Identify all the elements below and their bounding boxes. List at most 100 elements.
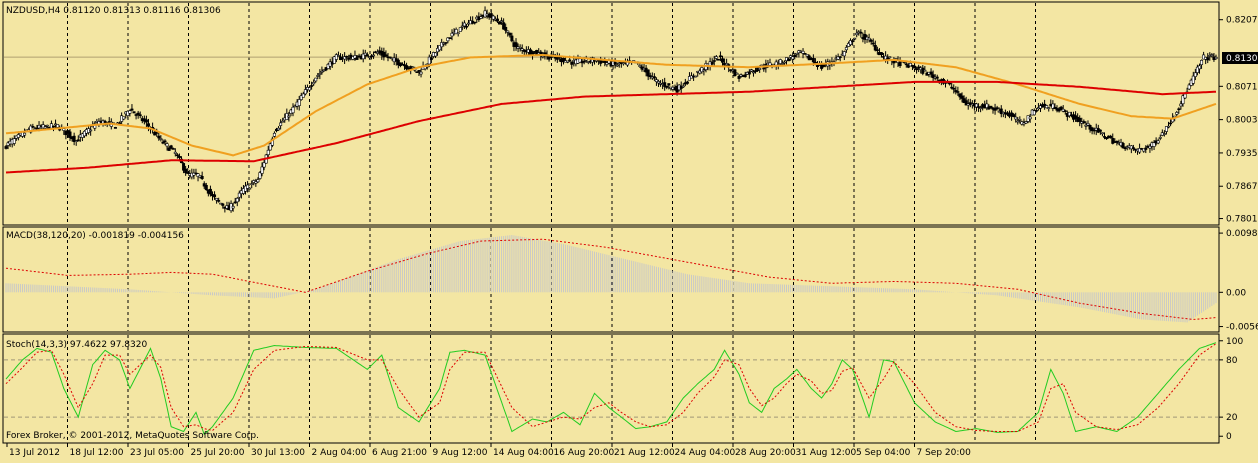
candle-body (605, 62, 609, 65)
candle-body (363, 52, 367, 56)
candle-body (419, 71, 423, 75)
candle-body (1191, 75, 1195, 84)
candle-body (440, 42, 444, 48)
candle-body (495, 18, 499, 22)
candle-body (202, 183, 206, 187)
candle-body (460, 25, 464, 28)
candle-body (417, 70, 421, 72)
candle-body (231, 206, 235, 209)
candle-body (1059, 106, 1063, 111)
candle-body (869, 39, 873, 42)
candle-body (1061, 108, 1065, 112)
candle-body (958, 93, 962, 98)
candle-body (248, 187, 252, 190)
candle-body (134, 114, 138, 116)
candle-body (1045, 105, 1049, 109)
macd-series (5, 235, 1217, 323)
candle-body (884, 55, 888, 60)
y-tick-label: 20 (1226, 413, 1238, 423)
candle-body (1102, 136, 1106, 138)
candle-body (638, 65, 642, 67)
candle-body (733, 69, 737, 77)
candle-body (956, 91, 960, 93)
candle-body (438, 45, 442, 51)
candle-body (1090, 127, 1094, 132)
candle-body (1197, 65, 1201, 70)
candle-body (301, 93, 305, 98)
candle-body (1195, 66, 1199, 73)
candle-body (332, 56, 336, 64)
candle-body (1206, 57, 1210, 61)
candle-body (29, 125, 33, 133)
candle-body (45, 124, 49, 127)
candle-body (12, 138, 16, 144)
candle-body (979, 107, 983, 109)
candle-body (615, 64, 619, 67)
candle-body (714, 56, 718, 59)
x-tick-label: 2 Aug 04:00 (312, 448, 367, 458)
candle-body (1164, 126, 1168, 132)
candle-body (458, 27, 462, 32)
candle-body (405, 65, 409, 70)
x-tick-label: 18 Jul 12:00 (70, 448, 124, 458)
candle-body (262, 162, 266, 168)
candle-body (442, 43, 446, 45)
candle-body (1109, 135, 1113, 138)
candle-body (215, 197, 219, 201)
candle-body (56, 124, 60, 128)
x-tick-label: 5 Sep 04:00 (856, 448, 911, 458)
candle-body (16, 134, 20, 138)
candle-body (879, 52, 883, 56)
x-tick-label: 28 Aug 20:00 (735, 448, 796, 458)
candle-body (23, 132, 27, 136)
y-tick-label: 0.00982 (1226, 229, 1258, 239)
candle-body (520, 48, 524, 51)
candle-body (1162, 133, 1166, 135)
candle-body (473, 21, 477, 24)
candle-body (822, 64, 826, 67)
stochastic-title: Stoch(14,3,3) 97.4622 97.8320 (6, 340, 147, 350)
candle-body (433, 52, 437, 57)
candle-body (838, 56, 842, 58)
candle-body (429, 57, 433, 60)
candle-body (281, 120, 285, 123)
x-tick-label: 13 Jul 2012 (9, 448, 60, 458)
candle-body (566, 60, 570, 63)
current-price-marker (1222, 52, 1258, 64)
copyright-label: Forex Broker, © 2001-2012, MetaQuotes So… (6, 431, 259, 441)
candle-body (444, 42, 448, 44)
candle-body (1175, 112, 1179, 115)
candle-body (803, 53, 807, 55)
candle-body (853, 37, 857, 40)
candle-body (1082, 121, 1086, 124)
candle-body (462, 22, 466, 27)
candle-body (184, 168, 188, 174)
candle-body (964, 100, 968, 106)
candle-body (89, 129, 93, 132)
candle-body (310, 85, 314, 87)
candle-body (679, 86, 683, 89)
candle-body (801, 50, 805, 54)
candle-body (277, 127, 281, 131)
candle-body (43, 126, 47, 129)
candle-body (167, 147, 171, 151)
candle-body (157, 135, 161, 139)
candle-body (913, 65, 917, 69)
candle-body (35, 127, 39, 130)
candle-body (165, 143, 169, 147)
candle-body (68, 131, 72, 138)
candle-body (128, 110, 132, 114)
candle-body (163, 140, 167, 143)
candle-body (1028, 116, 1032, 120)
pane-frame-1 (2, 226, 1220, 333)
candle-body (929, 71, 933, 75)
candle-body (1148, 145, 1152, 149)
candle-body (448, 37, 452, 39)
x-tick-label: 21 Aug 12:00 (614, 448, 675, 458)
candle-body (1200, 60, 1204, 66)
candle-body (213, 194, 217, 198)
candle-body (1210, 54, 1214, 56)
candle-body (233, 201, 237, 204)
